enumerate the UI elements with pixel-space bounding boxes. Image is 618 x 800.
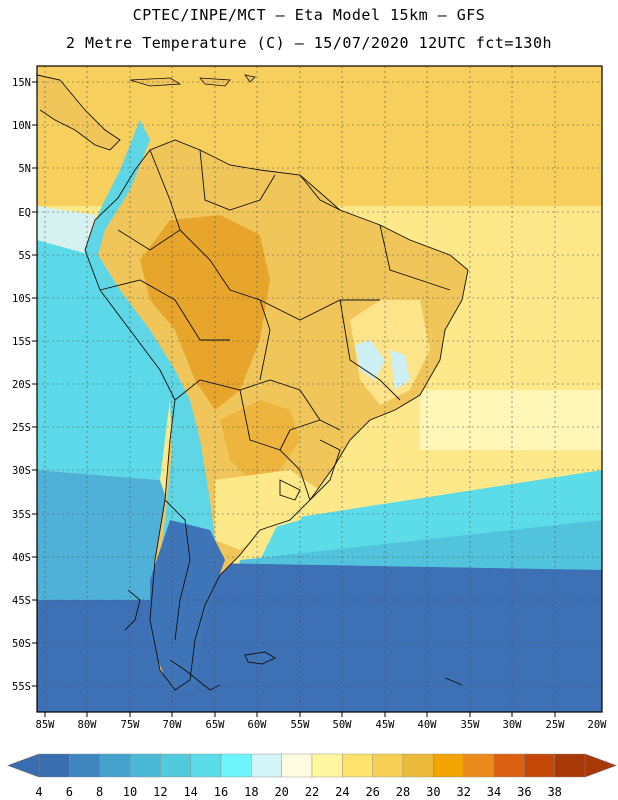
colorbar-label: 14 [183, 785, 197, 799]
colorbar-swatch [190, 753, 222, 778]
colorbar-label: 8 [96, 785, 103, 799]
lon-label: 35W [461, 719, 481, 731]
colorbar-label: 12 [153, 785, 167, 799]
axis-ticks [32, 81, 556, 717]
lon-label: 80W [78, 719, 98, 731]
country-borders [37, 74, 469, 691]
longitude-labels: 85W 80W 75W 70W 65W 60W 55W 50W 45W 40W … [36, 719, 608, 731]
colorbar-swatch [402, 753, 434, 778]
lon-label: 40W [418, 719, 438, 731]
patagonia-cold-region [150, 520, 225, 690]
lat-label: 15N [12, 77, 31, 89]
colorbar-label: 10 [123, 785, 137, 799]
ocean-subtropical-band [420, 390, 602, 450]
lat-label: 50S [12, 638, 31, 650]
lat-label: 5S [18, 250, 31, 262]
map-title: CPTEC/INPE/MCT – Eta Model 15km – GFS [132, 6, 486, 24]
lat-label: 15S [12, 336, 31, 348]
lon-label: 70W [163, 719, 183, 731]
lon-label: 75W [121, 719, 141, 731]
colorbar-swatch [99, 753, 131, 778]
lon-label: 30W [503, 719, 523, 731]
colorbar-swatch [524, 753, 555, 778]
colorbar-swatch [129, 753, 161, 778]
graticule [37, 66, 602, 712]
lat-label: 10S [12, 293, 31, 305]
southeast-cool-spots [355, 340, 410, 390]
colorbar-swatch [281, 753, 313, 778]
colorbar-swatch [493, 753, 525, 778]
colorbar-label: 34 [487, 785, 501, 799]
colorbar-label: 18 [244, 785, 258, 799]
latitude-labels: 15N 10N 5N EQ 5S 10S 15S 20S 25S 30S 35S… [12, 77, 31, 693]
colorbar-label: 38 [547, 785, 561, 799]
colorbar-swatch [220, 753, 252, 778]
map-plot-area [37, 66, 602, 712]
lon-label: 85W [36, 719, 56, 731]
lat-label: 30S [12, 465, 31, 477]
central-hot-region [220, 400, 300, 480]
lat-label: EQ [18, 207, 31, 219]
colorbar-swatch [554, 753, 586, 778]
lat-label: 35S [12, 509, 31, 521]
lon-label: 65W [206, 719, 226, 731]
lat-label: 40S [12, 552, 31, 564]
colorbar-label: 30 [426, 785, 440, 799]
amazon-hot-region [140, 215, 270, 410]
colorbar-swatch [342, 753, 373, 778]
lat-label: 20S [12, 379, 31, 391]
colorbar-swatch [372, 753, 404, 778]
colorbar-label: 6 [66, 785, 73, 799]
colorbar-swatch [160, 753, 191, 778]
pacific-cool-band [37, 240, 170, 480]
lon-label: 50W [333, 719, 353, 731]
lat-label: 45S [12, 595, 31, 607]
lon-label: 60W [248, 719, 268, 731]
colorbar-swatch [38, 753, 70, 778]
map-subtitle: 2 Metre Temperature (C) – 15/07/2020 12U… [65, 34, 553, 52]
colorbar-label: 26 [365, 785, 379, 799]
colorbar-label: 28 [396, 785, 410, 799]
colorbar-swatch [251, 753, 282, 778]
southern-cone-region [215, 470, 320, 550]
colorbar-swatch [463, 753, 495, 778]
colorbar-label: 24 [335, 785, 349, 799]
colorbar-label: 36 [517, 785, 531, 799]
lat-label: 10N [12, 120, 31, 132]
central-america-land [37, 75, 120, 150]
brazil-highlands-region [350, 300, 430, 405]
lon-label: 55W [291, 719, 311, 731]
lon-label: 45W [376, 719, 396, 731]
colorbar-swatch [433, 753, 464, 778]
lat-label: 5N [18, 163, 31, 175]
lat-label: 25S [12, 422, 31, 434]
lon-label: 20W [588, 719, 608, 731]
map-frame [36, 65, 603, 713]
lon-label: 25W [546, 719, 566, 731]
colorbar-label: 16 [214, 785, 228, 799]
colorbar: 4 6 8 10 12 14 16 18 20 22 24 26 28 30 32 34 36 38 [7, 753, 617, 799]
colorbar-label: 20 [274, 785, 288, 799]
colorbar-label: 32 [456, 785, 470, 799]
colorbar-label: 22 [305, 785, 319, 799]
lat-label: 55S [12, 681, 31, 693]
colorbar-swatch [69, 753, 100, 778]
colorbar-label: 4 [35, 785, 42, 799]
colorbar-left-arrow [7, 753, 40, 778]
colorbar-swatch [311, 753, 343, 778]
colorbar-right-arrow [584, 753, 617, 778]
